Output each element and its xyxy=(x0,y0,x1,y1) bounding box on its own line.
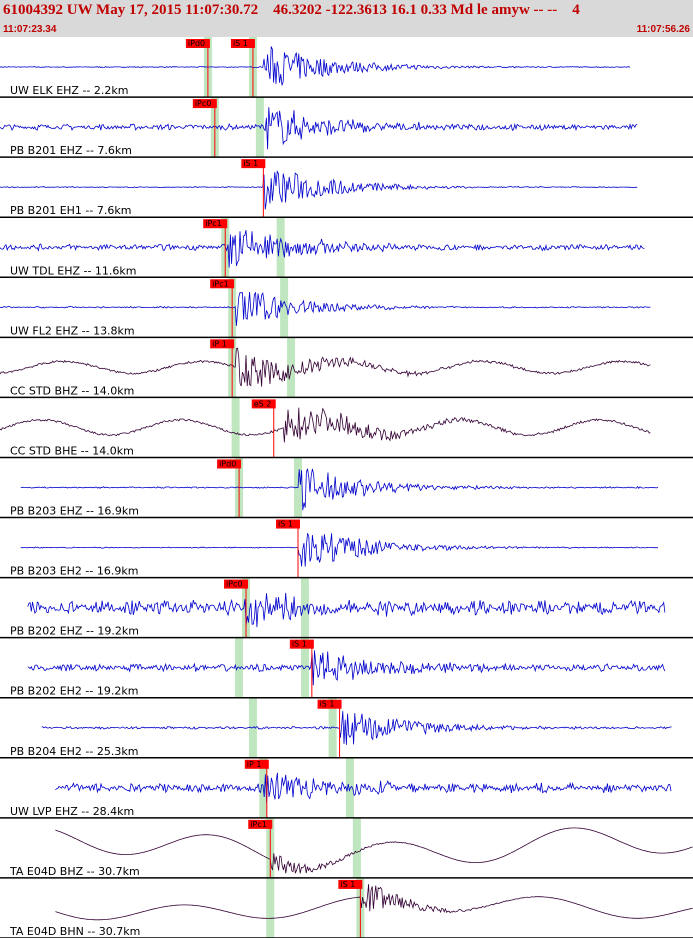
station-label: PB B202 EHZ -- 19.2km xyxy=(10,625,139,638)
waveform-trace xyxy=(27,592,666,628)
pick-label: iS 1 xyxy=(320,700,335,709)
station-label: UW FL2 EHZ -- 13.8km xyxy=(10,324,135,337)
pick-label: iP 1 xyxy=(212,339,227,348)
pick-label: iS 1 xyxy=(233,39,248,48)
pick-label: iPd0 xyxy=(219,459,236,468)
pick-marker-box xyxy=(203,219,228,229)
station-label: TA E04D BHZ -- 30.7km xyxy=(9,865,140,878)
arrival-window xyxy=(300,577,309,638)
arrival-window xyxy=(276,217,285,278)
waveform-trace xyxy=(55,827,693,874)
pick-label: iS 1 xyxy=(340,880,355,889)
waveform-trace xyxy=(20,533,659,567)
event-title: 61004392 UW May 17, 2015 11:07:30.72 46.… xyxy=(3,2,580,18)
pick-marker-box xyxy=(241,159,266,169)
pick-label: iS 1 xyxy=(278,520,293,529)
station-label: CC STD BHE -- 14.0km xyxy=(10,444,134,457)
arrival-window xyxy=(231,397,240,458)
station-label: TA E04D BHN -- 30.7km xyxy=(9,925,140,938)
arrival-window xyxy=(345,757,354,818)
station-label: UW LVP EHZ -- 28.4km xyxy=(10,805,134,818)
pick-label: iP 1 xyxy=(247,760,262,769)
pick-marker-box xyxy=(217,459,242,469)
waveform-trace xyxy=(20,468,659,511)
pick-marker-box xyxy=(230,39,255,48)
pick-marker-box xyxy=(210,339,235,349)
station-label: CC STD BHZ -- 14.0km xyxy=(10,384,134,397)
arrival-window xyxy=(328,697,337,758)
waveform-trace xyxy=(0,230,645,268)
pick-marker-box xyxy=(275,519,300,529)
pick-marker-box xyxy=(192,99,217,109)
pick-label: iS 1 xyxy=(243,159,258,168)
station-label: PB B201 EHZ -- 7.6km xyxy=(10,144,132,157)
waveform-trace xyxy=(27,650,666,686)
station-label: PB B203 EH2 -- 16.9km xyxy=(10,565,138,578)
waveform-trace xyxy=(55,884,693,921)
station-label: PB B202 EH2 -- 19.2km xyxy=(10,685,138,698)
pick-label: iPd0 xyxy=(188,39,205,48)
pick-label: iPc1 xyxy=(250,820,267,829)
station-label: UW TDL EHZ -- 11.6km xyxy=(10,264,137,277)
waveform-trace xyxy=(0,291,651,326)
waveform-trace xyxy=(0,107,638,150)
station-label: PB B201 EH1 -- 7.6km xyxy=(10,204,131,217)
station-label: PB B203 EHZ -- 16.9km xyxy=(10,505,139,518)
arrival-window xyxy=(287,337,296,398)
pick-label: iPc1 xyxy=(212,279,229,288)
pick-label: iPc0 xyxy=(226,580,243,589)
waveform-trace xyxy=(41,711,672,745)
pick-marker-box xyxy=(317,699,342,709)
pick-label: eS 2 xyxy=(254,399,272,408)
station-label: PB B204 EH2 -- 25.3km xyxy=(10,745,138,758)
arrival-window xyxy=(352,817,361,878)
waveform-trace xyxy=(0,46,631,86)
seismogram-panel[interactable]: iPd0 iS 1 UW ELK EHZ -- 2.2km iPc0 PB B201 E… xyxy=(0,37,693,938)
time-start-label: 11:07:23.34 xyxy=(3,24,57,35)
pick-marker-box xyxy=(185,39,210,48)
pick-label: iPc0 xyxy=(195,99,212,108)
pick-marker-box xyxy=(210,279,235,289)
pick-marker-box xyxy=(338,879,363,889)
waveform-trace xyxy=(55,772,672,803)
event-header: 61004392 UW May 17, 2015 11:07:30.72 46.… xyxy=(0,0,693,37)
pick-marker-box xyxy=(251,399,276,409)
pick-marker-box xyxy=(224,579,249,589)
station-label: UW ELK EHZ -- 2.2km xyxy=(10,84,128,97)
pick-label: iPc1 xyxy=(205,219,222,228)
arrival-window xyxy=(280,277,289,338)
pick-label: iS 1 xyxy=(292,640,307,649)
pick-marker-box xyxy=(244,759,269,769)
time-end-label: 11:07:56.26 xyxy=(636,24,690,35)
waveform-trace xyxy=(0,170,638,210)
waveform-trace xyxy=(0,407,651,443)
waveform-trace xyxy=(0,347,651,387)
arrival-window xyxy=(266,877,275,938)
pick-marker-box xyxy=(248,819,273,829)
pick-marker-box xyxy=(289,639,314,649)
